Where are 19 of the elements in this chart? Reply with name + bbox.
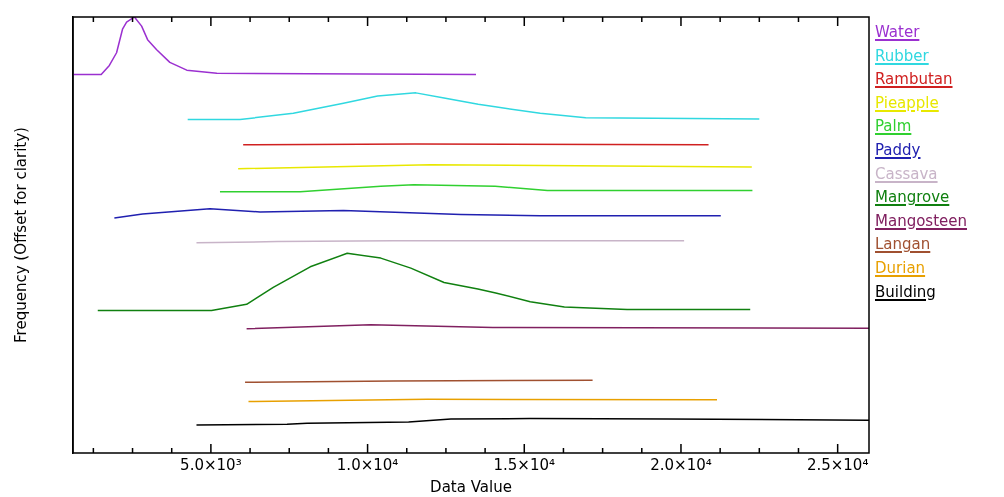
x-tick-label: 2.0×10⁴ [650,455,712,474]
text: Durian [875,258,926,277]
text: Mangrove [875,188,950,207]
x-axis-title: Data Value [430,478,512,497]
x-tick-label: 2.5×10⁴ [806,455,869,474]
text: Rubber [875,46,929,65]
text: Palm [875,117,912,136]
x-tick-label: 1.0×10⁴ [336,455,399,474]
text: Rambutan [875,70,953,89]
text: Paddy [875,140,921,159]
text: Building [875,282,936,301]
y-axis-title: Frequency (Offset for clarity) [11,127,30,343]
text: Water [875,23,920,41]
text: Langan [875,235,931,254]
x-tick-label: 5.0×10³ [180,455,242,474]
text: Mangosteen [875,211,967,230]
x-tick-label: 1.5×10⁴ [493,455,556,474]
text: Pieapple [875,93,939,112]
text: Cassava [875,164,938,183]
